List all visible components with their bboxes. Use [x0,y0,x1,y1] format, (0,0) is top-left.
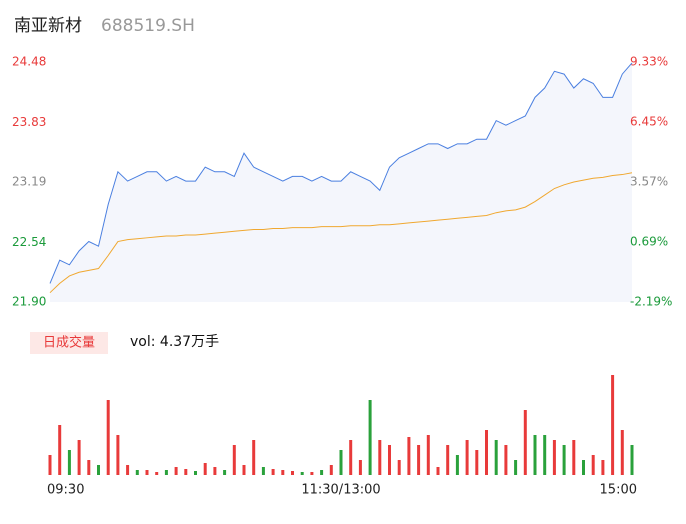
series-line [49,172,633,294]
volume-bar [261,467,265,475]
stock-name: 南亚新材 [14,16,82,36]
volume-bar [329,465,333,475]
volume-bar [174,467,178,475]
volume-bar [494,440,498,475]
volume-bar [77,440,81,475]
volume-bar [620,430,624,475]
y2-tick-label: 3.57% [630,175,668,189]
volume-bar [349,440,353,475]
volume-label-box [30,332,108,354]
x-tick-label: 09:30 [47,483,84,498]
volume-bar [155,472,159,475]
volume-bar [465,440,469,475]
volume-bar [232,445,236,475]
y2-tick-label: -2.19% [630,295,672,309]
volume-bar [194,471,197,475]
volume-bar [291,471,294,475]
volume-bar [572,440,576,475]
volume-bar [504,445,508,475]
volume-bar [271,469,275,475]
volume-bar [203,463,207,475]
volume-bar [523,410,527,475]
volume-bar [126,465,130,475]
volume-bar [300,472,304,475]
volume-bar [388,445,391,475]
volume-bar [485,430,488,475]
volume-bar [475,450,479,475]
volume-bar [310,472,314,475]
volume-bar [426,435,430,475]
x-tick-label: 15:00 [600,483,637,498]
volume-bar [533,435,537,475]
volume-bar [320,470,324,475]
volume-bar [58,425,62,475]
volume-bar [48,455,52,475]
y-tick-label: 23.19 [12,175,46,189]
series-line [49,62,633,284]
volume-bar [145,470,149,475]
y2-tick-label: 9.33% [630,55,668,69]
volume-bar [446,445,450,475]
volume-bar [552,440,556,475]
volume-bar [281,470,285,475]
volume-bar [184,469,188,475]
volume-label: 日成交量 [43,335,95,351]
volume-bar [601,460,605,475]
volume-bar [378,440,382,475]
volume-bar [135,470,139,475]
volume-bar [87,460,91,475]
volume-bar [252,440,256,475]
volume-bar [67,450,71,475]
volume-bar [514,460,518,475]
price-area [50,62,632,302]
volume-bar [591,455,595,475]
y-tick-label: 22.54 [12,235,46,249]
y2-tick-label: 0.69% [630,235,668,249]
volume-bar [455,455,459,475]
volume-bar [407,437,411,475]
volume-bar [358,460,362,475]
y-tick-label: 23.83 [12,115,46,129]
volume-bar [582,460,585,475]
volume-bar [242,465,246,475]
y2-tick-label: 6.45% [630,115,668,129]
volume-bar [543,435,547,475]
volume-bar [562,445,566,475]
volume-bar [223,470,227,475]
volume-bar [611,375,615,475]
volume-bar [368,400,372,475]
volume-bar [106,400,110,475]
volume-bar [97,465,100,475]
volume-bar [630,445,634,475]
volume-bar [164,470,168,475]
volume-bar [339,450,343,475]
volume-bar [116,435,120,475]
stock-code: 688519.SH [101,16,195,36]
volume-bar [436,467,440,475]
volume-bar [213,467,217,475]
volume-text: vol: 4.37万手 [130,334,219,350]
volume-bar [397,460,401,475]
volume-bar [417,445,421,475]
y-tick-label: 21.90 [12,295,46,309]
x-tick-label: 11:30/13:00 [301,483,380,498]
y-tick-label: 24.48 [12,55,46,69]
